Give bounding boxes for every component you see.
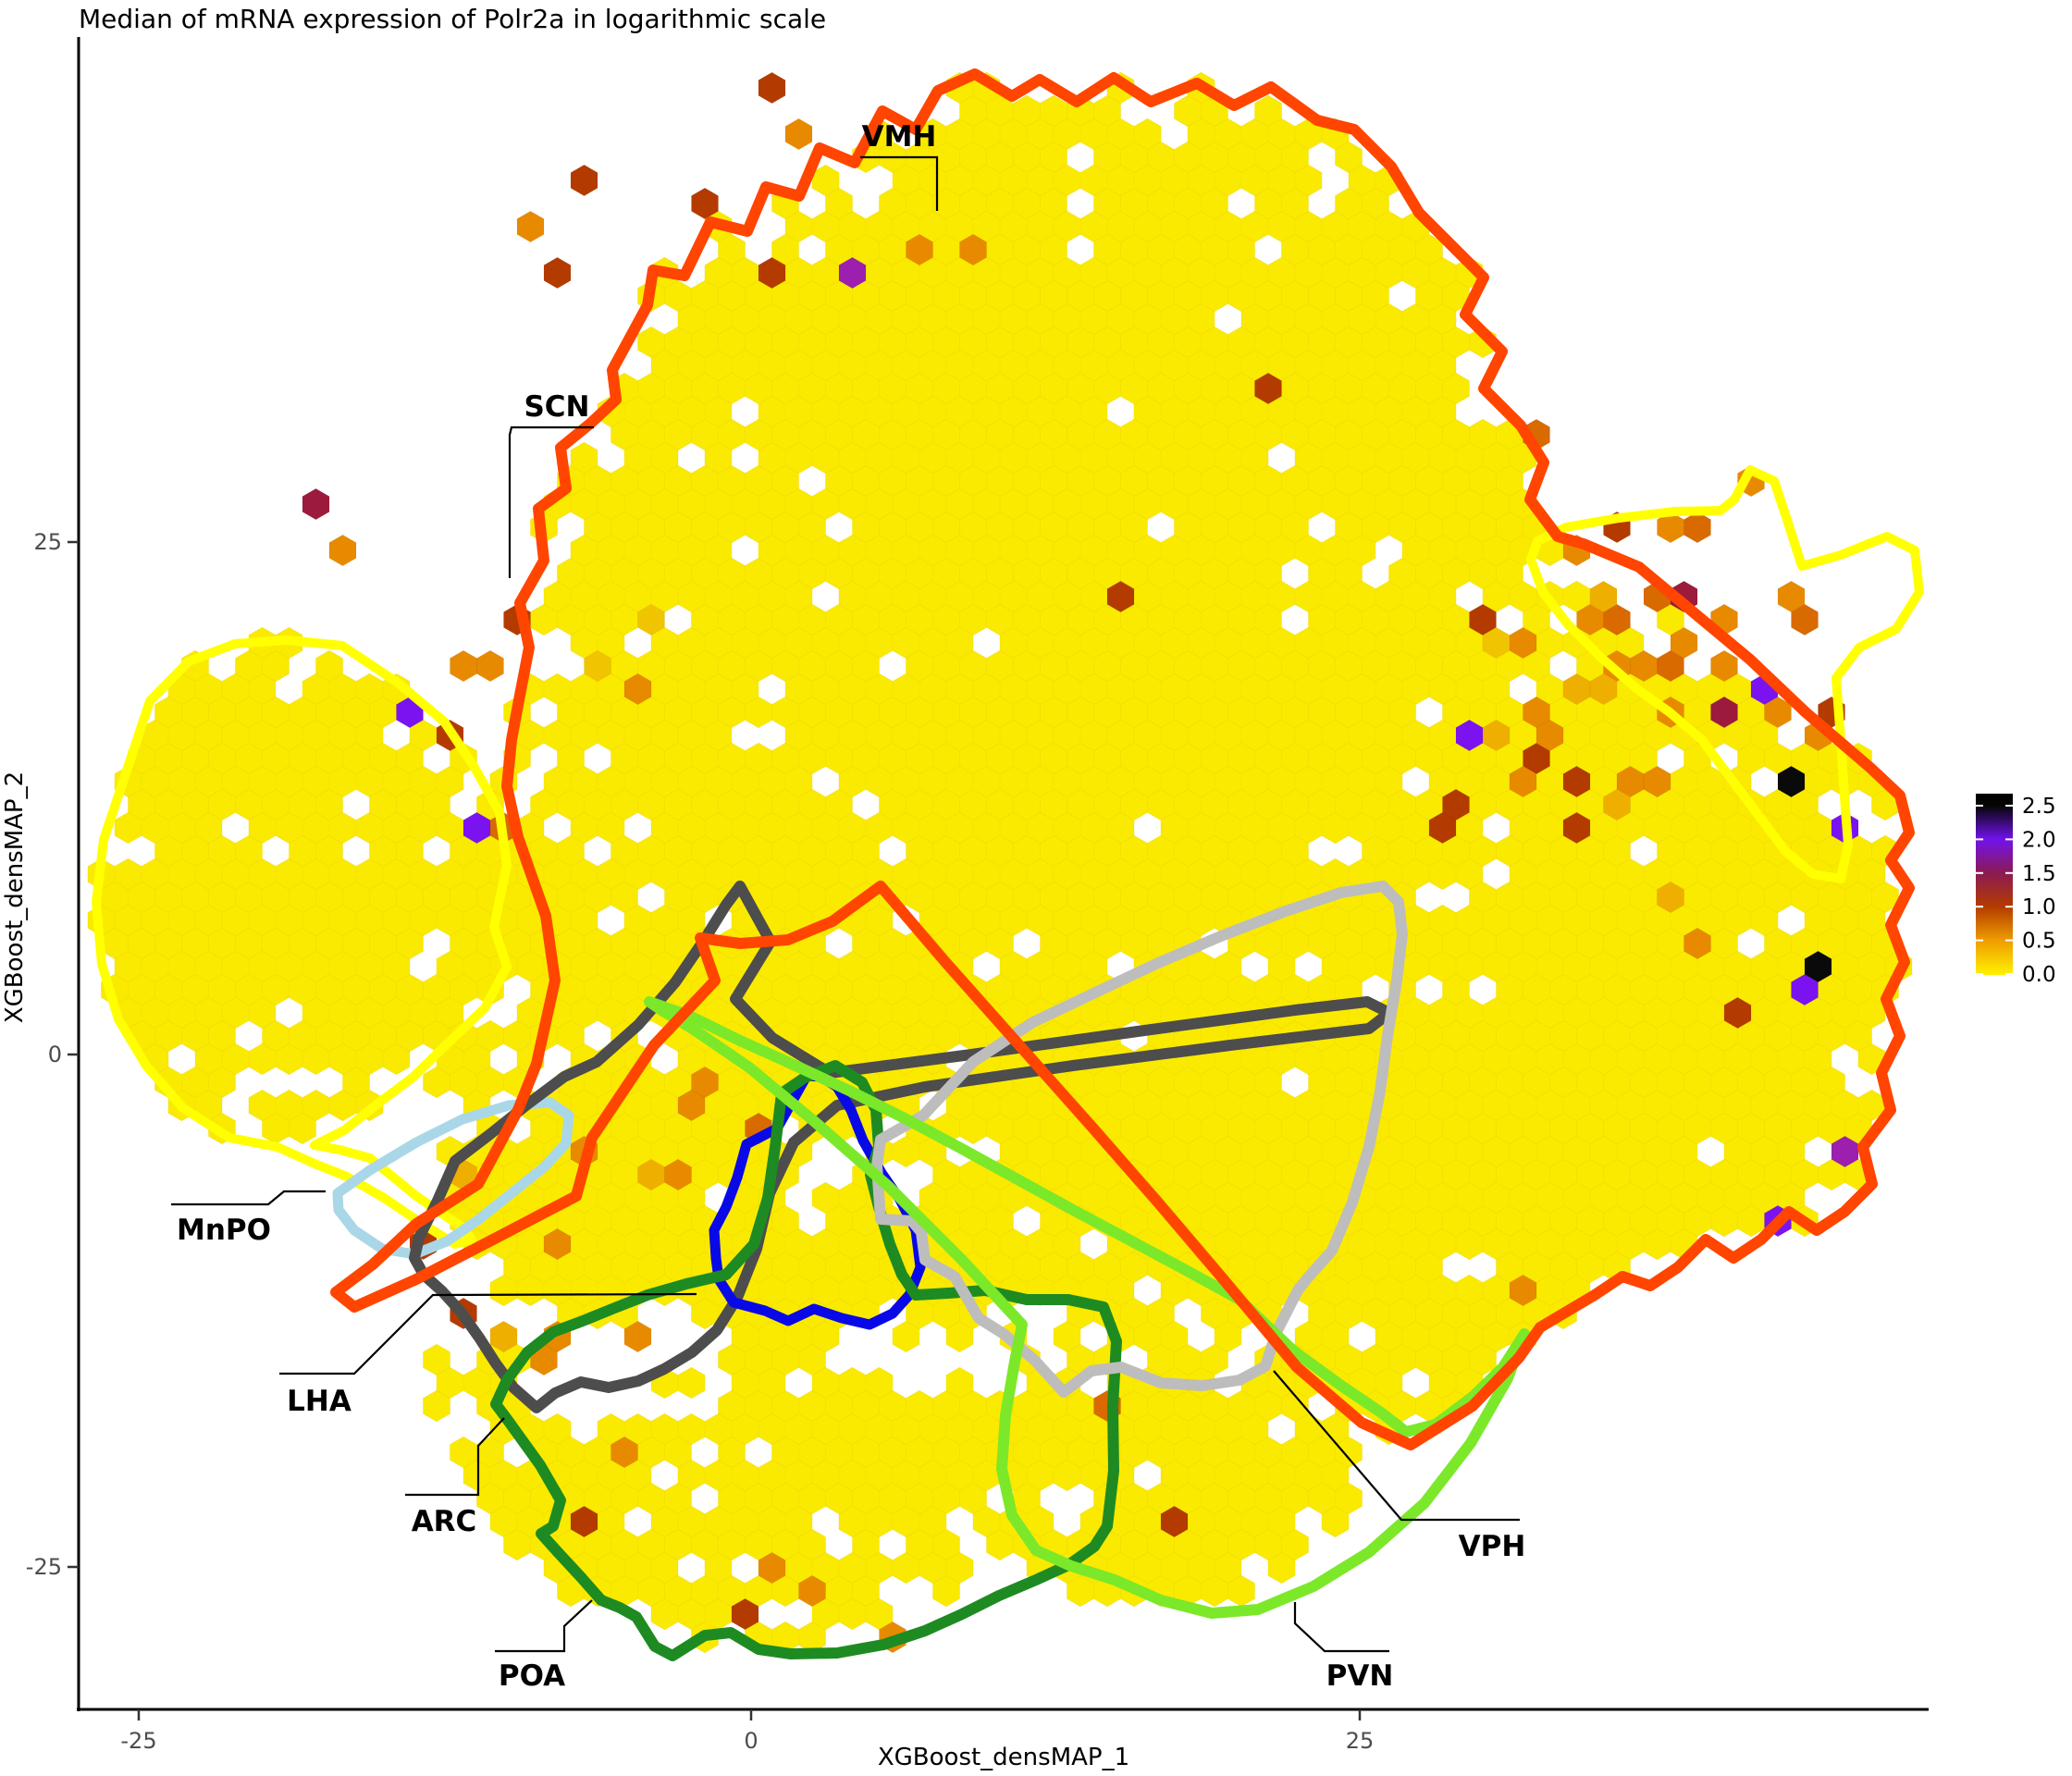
region-outline-lha bbox=[409, 881, 1395, 1413]
hexbin-value-cells bbox=[584, 603, 1511, 683]
region-leader-lha bbox=[279, 1292, 697, 1375]
y-tick-label: -25 bbox=[26, 1554, 62, 1580]
axes: 25 0 -25 -25 0 25 XGBoost_densMAP_1 XGBoost_den… bbox=[1, 37, 1929, 1771]
region-label-arc: ARC bbox=[412, 1505, 477, 1538]
y-axis-title: XGBoost_densMAP_2 bbox=[1, 771, 29, 1023]
region-outlines bbox=[92, 68, 1924, 1661]
y-tick-label: 25 bbox=[33, 529, 62, 555]
region-leader-vph bbox=[1273, 1370, 1520, 1522]
region-leader-scn bbox=[508, 426, 594, 578]
region-label-vmh: VMH bbox=[862, 120, 937, 154]
colorbar-tick-label: 1.0 bbox=[2022, 895, 2056, 919]
colorbar-tick-label: 1.5 bbox=[2022, 862, 2056, 886]
chart-title: Median of mRNA expression of Polr2a in l… bbox=[79, 4, 826, 34]
x-axis-title: XGBoost_densMAP_1 bbox=[878, 1744, 1129, 1771]
colorbar-legend: 2.5 2.0 1.5 1.0 0.5 0.0 bbox=[1976, 794, 2056, 987]
region-label-lha: LHA bbox=[287, 1385, 352, 1418]
region-leader-poa bbox=[495, 1599, 593, 1653]
colorbar-tick-label: 0.5 bbox=[2022, 930, 2056, 954]
region-leader-pvn bbox=[1293, 1602, 1389, 1653]
region-leader-mnpo bbox=[171, 1190, 326, 1206]
region-label-mnpo: MnPO bbox=[177, 1214, 271, 1247]
y-tick-label: 0 bbox=[48, 1042, 62, 1067]
hexbin-layer bbox=[87, 71, 1913, 1654]
region-outline-vmh bbox=[330, 68, 1915, 1450]
colorbar-tick-label: 0.0 bbox=[2022, 963, 2056, 987]
region-outline-blue-outline bbox=[709, 1070, 926, 1330]
colorbar-tick-label: 2.5 bbox=[2022, 795, 2056, 819]
hexbin-value-cells bbox=[1777, 765, 1832, 983]
region-label-pvn: PVN bbox=[1326, 1659, 1394, 1693]
colorbar-gradient bbox=[1976, 794, 2013, 975]
region-label-vph: VPH bbox=[1459, 1530, 1526, 1563]
region-outline-pvn bbox=[644, 996, 1530, 1619]
region-labels: VMH SCN MnPO LHA ARC POA VPH PVN bbox=[171, 120, 1525, 1693]
hexbin-value-cells bbox=[838, 256, 1859, 1168]
region-outline-vph bbox=[871, 881, 1408, 1398]
x-tick-label: -25 bbox=[120, 1728, 156, 1754]
region-outline-mnpo bbox=[332, 1097, 574, 1260]
x-tick-label: 0 bbox=[744, 1728, 758, 1754]
region-leader-arc bbox=[405, 1417, 505, 1497]
region-label-poa: POA bbox=[499, 1659, 565, 1693]
hexbin-base-cells bbox=[87, 71, 1913, 1654]
colorbar-tick-label: 2.0 bbox=[2022, 828, 2056, 852]
hexbin-value-cells bbox=[328, 117, 1832, 1654]
region-leader-vmh bbox=[860, 155, 939, 211]
region-label-scn: SCN bbox=[524, 390, 589, 424]
region-outline-arc bbox=[490, 1060, 1122, 1661]
x-tick-label: 25 bbox=[1346, 1728, 1375, 1754]
